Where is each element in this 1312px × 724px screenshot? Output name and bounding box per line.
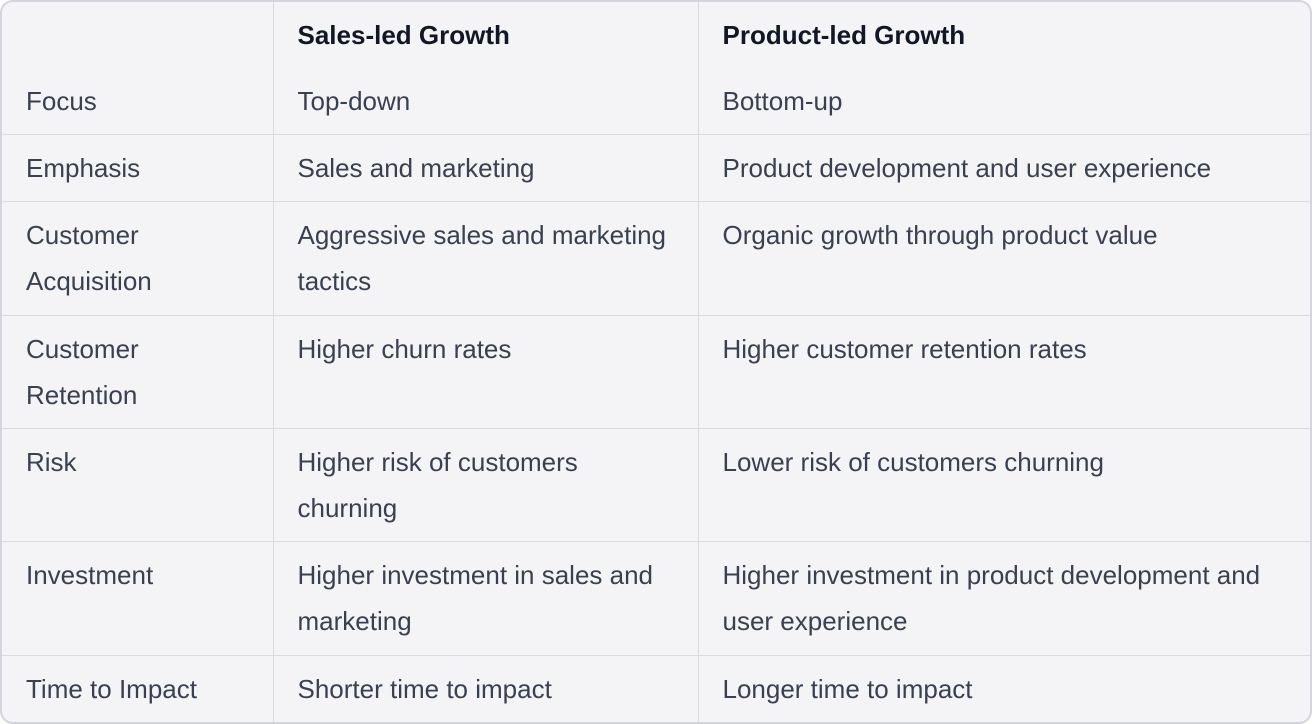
table-row-emphasis: Emphasis Sales and marketing Product dev… [2,134,1310,203]
sales-led-value: Top-down [273,68,699,136]
product-led-value: Lower risk of customers churning [698,428,1310,543]
row-label: Time to Impact [2,655,274,722]
sales-led-value: Aggressive sales and marketing tactics [273,201,699,316]
table-row-time-to-impact: Time to Impact Shorter time to impact Lo… [2,655,1310,722]
product-led-value: Product development and user experience [698,134,1310,203]
table-row-customer-retention: Customer Retention Higher churn rates Hi… [2,315,1310,430]
header-cell-product-led-growth: Product-led Growth [722,20,966,50]
table-row-focus: Focus Top-down Bottom-up [2,68,1310,136]
header-row: Sales-led Growth Product-led Growth [2,2,1310,68]
table-row-risk: Risk Higher risk of customers churning L… [2,428,1310,543]
sales-led-value: Higher investment in sales and marketing [273,541,699,656]
row-label: Investment [2,541,274,656]
product-led-value: Higher investment in product development… [698,541,1310,656]
sales-led-value: Higher churn rates [273,315,699,430]
row-label: Customer Retention [2,315,274,430]
product-led-value: Higher customer retention rates [698,315,1310,430]
sales-led-value: Higher risk of customers churning [273,428,699,543]
product-led-value: Organic growth through product value [698,201,1310,316]
sales-led-value: Sales and marketing [273,134,699,203]
row-label: Emphasis [2,134,274,203]
row-label: Focus [2,68,274,136]
header-cell-empty [2,2,274,68]
header-cell-sales-led-growth: Sales-led Growth [273,2,699,68]
sales-led-value: Shorter time to impact [273,655,699,722]
product-led-value: Bottom-up [698,68,1310,136]
table-row-customer-acquisition: Customer Acquisition Aggressive sales an… [2,201,1310,316]
table-row-investment: Investment Higher investment in sales an… [2,541,1310,656]
row-label: Risk [2,428,274,543]
row-label: Customer Acquisition [2,201,274,316]
product-led-value: Longer time to impact [722,673,973,704]
